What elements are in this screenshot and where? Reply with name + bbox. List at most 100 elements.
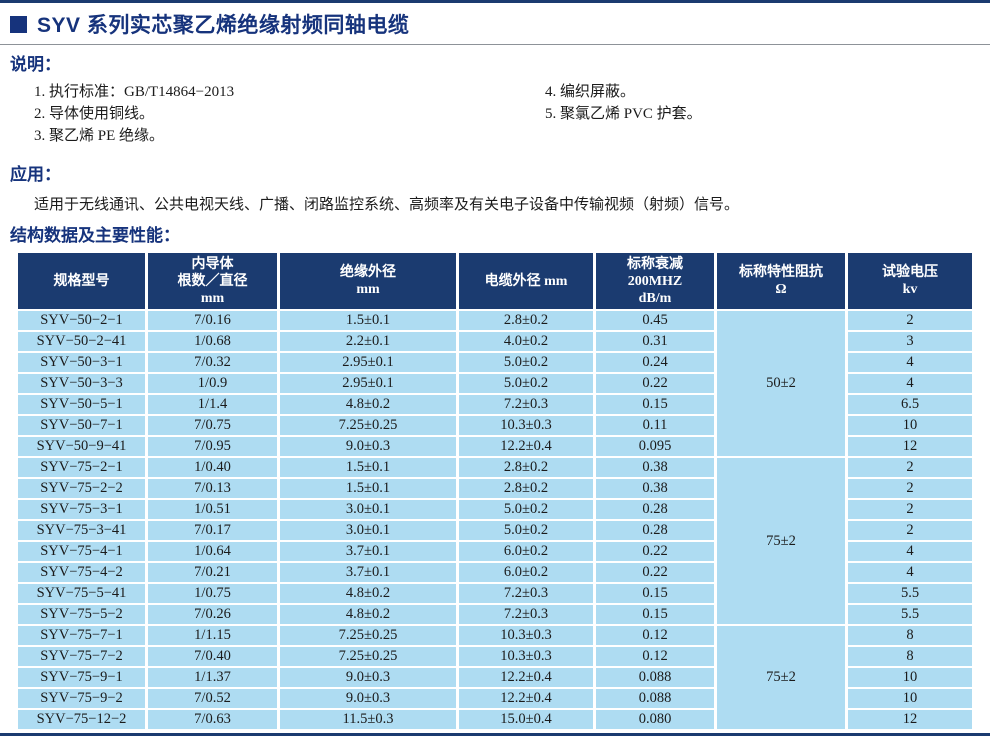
cell-test-voltage: 10 [848,668,972,687]
cell-test-voltage: 10 [848,689,972,708]
cell-inner-conductor: 1/1.37 [148,668,277,687]
cell-cable-od: 6.0±0.2 [459,563,593,582]
cell-test-voltage: 10 [848,416,972,435]
cell-cable-od: 10.3±0.3 [459,416,593,435]
bottom-rule [0,733,990,736]
cell-inner-conductor: 7/0.52 [148,689,277,708]
notes-column-right: 4. 编织屏蔽。 5. 聚氯乙烯 PVC 护套。 [545,81,702,147]
cell-attenuation: 0.088 [596,668,714,687]
col-header-model: 规格型号 [18,253,145,309]
note-item-4: 4. 编织屏蔽。 [545,84,636,100]
title-bullet-square-icon [10,15,27,33]
cell-cable-od: 12.2±0.4 [459,437,593,456]
cell-insulation-od: 3.0±0.1 [280,521,456,540]
cell-cable-od: 5.0±0.2 [459,521,593,540]
cell-impedance: 75±2 [717,626,845,729]
note-item-3: 3. 聚乙烯 PE 绝缘。 [34,128,165,144]
cell-attenuation: 0.15 [596,605,714,624]
title-divider [0,44,990,45]
cell-model: SYV−50−9−41 [18,437,145,456]
cell-insulation-od: 9.0±0.3 [280,668,456,687]
col-header-inner-conductor: 内导体 根数／直径 mm [148,253,277,309]
table-row: SYV−75−2−1 1/0.40 1.5±0.1 2.8±0.2 0.38 75±2 2 [18,458,972,624]
table-row: SYV−75−4−2 7/0.21 3.7±0.1 6.0±0.2 0.22 4 [18,563,972,582]
cell-attenuation: 0.11 [596,416,714,435]
cell-cable-od: 2.8±0.2 [459,311,593,330]
cell-cable-od: 5.0±0.2 [459,500,593,519]
table-row: SYV−75−9−1 1/1.37 9.0±0.3 12.2±0.4 0.088 10 [18,668,972,687]
cell-attenuation: 0.45 [596,311,714,330]
cell-attenuation: 0.31 [596,332,714,351]
cell-attenuation: 0.38 [596,479,714,498]
cell-insulation-od: 4.8±0.2 [280,605,456,624]
cell-attenuation: 0.24 [596,353,714,372]
cell-insulation-od: 2.2±0.1 [280,332,456,351]
cell-cable-od: 5.0±0.2 [459,374,593,393]
cell-inner-conductor: 1/0.9 [148,374,277,393]
cell-test-voltage: 8 [848,647,972,666]
cell-insulation-od: 1.5±0.1 [280,458,456,477]
table-row: SYV−75−7−2 7/0.40 7.25±0.25 10.3±0.3 0.12 8 [18,647,972,666]
col-header-attenuation: 标称衰减 200MHZ dB/m [596,253,714,309]
top-rule [0,0,990,3]
cell-model: SYV−75−5−41 [18,584,145,603]
cell-insulation-od: 2.95±0.1 [280,353,456,372]
cell-attenuation: 0.088 [596,689,714,708]
cell-test-voltage: 12 [848,710,972,729]
note-item-2: 2. 导体使用铜线。 [34,106,155,122]
cell-cable-od: 4.0±0.2 [459,332,593,351]
spec-table-head: 规格型号 内导体 根数／直径 mm 绝缘外径 mm 电缆外径 mm 标称衰减 200MHZ dB/… [18,253,972,309]
cell-inner-conductor: 7/0.16 [148,311,277,330]
cell-cable-od: 12.2±0.4 [459,689,593,708]
table-row: SYV−75−5−41 1/0.75 4.8±0.2 7.2±0.3 0.15 5.5 [18,584,972,603]
table-row: SYV−75−5−2 7/0.26 4.8±0.2 7.2±0.3 0.15 5.5 [18,605,972,624]
cell-inner-conductor: 1/1.15 [148,626,277,645]
header-row: 规格型号 内导体 根数／直径 mm 绝缘外径 mm 电缆外径 mm 标称衰减 200MHZ dB/… [18,253,972,309]
cell-model: SYV−75−2−2 [18,479,145,498]
table-row: SYV−50−2−41 1/0.68 2.2±0.1 4.0±0.2 0.31 3 [18,332,972,351]
cell-test-voltage: 2 [848,479,972,498]
cell-cable-od: 7.2±0.3 [459,605,593,624]
col-header-test-voltage: 试验电压 kv [848,253,972,309]
cell-model: SYV−75−12−2 [18,710,145,729]
cell-model: SYV−75−3−41 [18,521,145,540]
cell-model: SYV−75−7−2 [18,647,145,666]
col-header-impedance: 标称特性阻抗 Ω [717,253,845,309]
table-row: SYV−75−3−41 7/0.17 3.0±0.1 5.0±0.2 0.28 2 [18,521,972,540]
cell-cable-od: 10.3±0.3 [459,626,593,645]
page-title: SYV 系列实芯聚乙烯绝缘射频同轴电缆 [37,14,410,37]
cell-insulation-od: 4.8±0.2 [280,584,456,603]
cell-inner-conductor: 7/0.17 [148,521,277,540]
cell-insulation-od: 9.0±0.3 [280,437,456,456]
table-row: SYV−50−9−41 7/0.95 9.0±0.3 12.2±0.4 0.095 12 [18,437,972,456]
cell-insulation-od: 1.5±0.1 [280,479,456,498]
spec-table: 规格型号 内导体 根数／直径 mm 绝缘外径 mm 电缆外径 mm 标称衰减 200MHZ dB/… [15,251,975,731]
table-row: SYV−75−4−1 1/0.64 3.7±0.1 6.0±0.2 0.22 4 [18,542,972,561]
cell-attenuation: 0.28 [596,521,714,540]
page-title-row: SYV 系列实芯聚乙烯绝缘射频同轴电缆 [10,11,990,37]
table-row: SYV−75−9−2 7/0.52 9.0±0.3 12.2±0.4 0.088 10 [18,689,972,708]
cell-attenuation: 0.095 [596,437,714,456]
cell-inner-conductor: 1/0.68 [148,332,277,351]
table-row: SYV−50−3−3 1/0.9 2.95±0.1 5.0±0.2 0.22 4 [18,374,972,393]
cell-cable-od: 2.8±0.2 [459,458,593,477]
cell-inner-conductor: 1/1.4 [148,395,277,414]
cell-insulation-od: 1.5±0.1 [280,311,456,330]
cell-cable-od: 10.3±0.3 [459,647,593,666]
cell-insulation-od: 7.25±0.25 [280,647,456,666]
cell-attenuation: 0.15 [596,395,714,414]
cell-inner-conductor: 7/0.40 [148,647,277,666]
cell-model: SYV−75−4−1 [18,542,145,561]
cell-model: SYV−75−7−1 [18,626,145,645]
application-heading: 应用： [10,165,61,184]
cell-model: SYV−50−3−3 [18,374,145,393]
cell-impedance: 75±2 [717,458,845,624]
application-text: 适用于无线通讯、公共电视天线、广播、闭路监控系统、高频率及有关电子设备中传输视频… [34,197,740,213]
cell-insulation-od: 4.8±0.2 [280,395,456,414]
cell-attenuation: 0.38 [596,458,714,477]
cell-attenuation: 0.22 [596,563,714,582]
table-row: SYV−50−5−1 1/1.4 4.8±0.2 7.2±0.3 0.15 6.5 [18,395,972,414]
cell-impedance: 50±2 [717,311,845,456]
cell-test-voltage: 2 [848,458,972,477]
table-row: SYV−50−7−1 7/0.75 7.25±0.25 10.3±0.3 0.11 10 [18,416,972,435]
